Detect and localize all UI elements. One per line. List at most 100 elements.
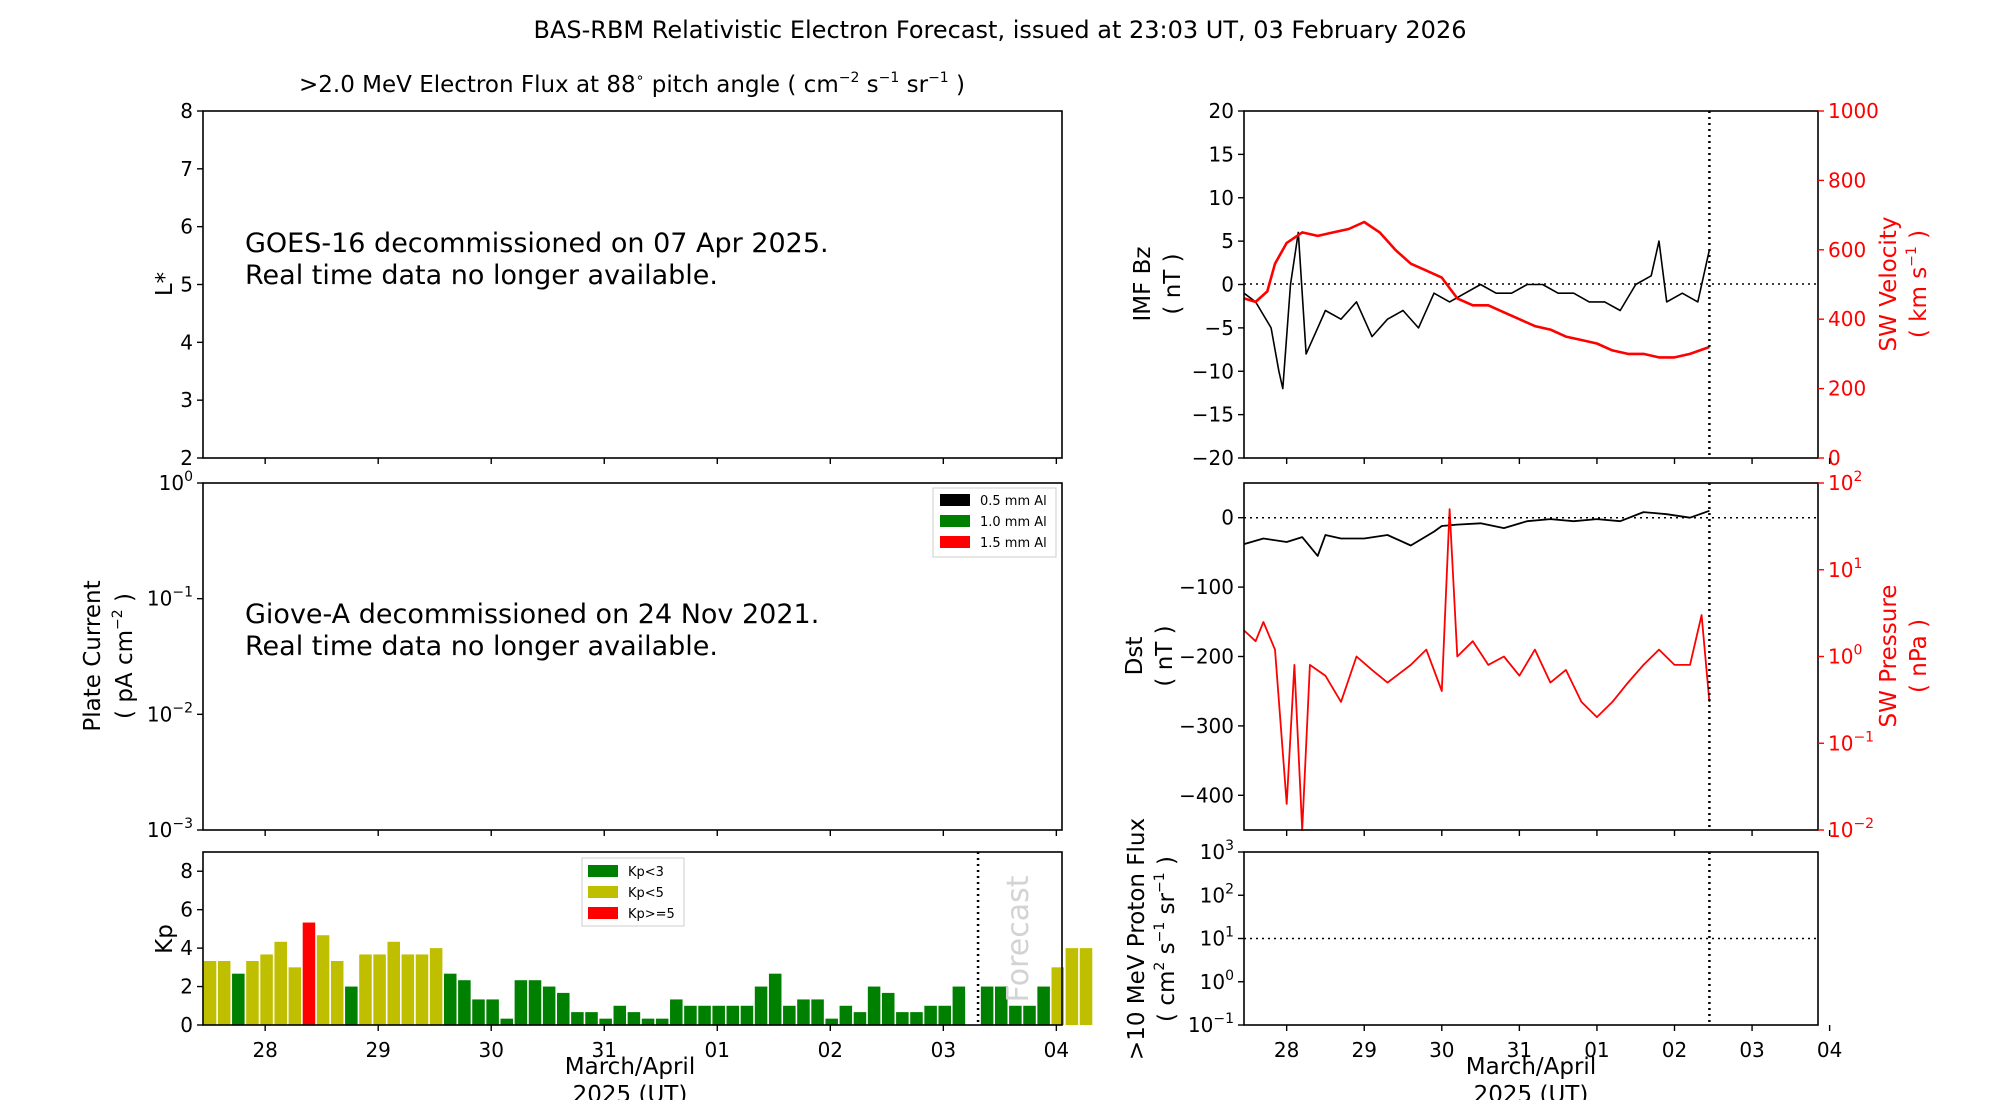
x-tick-label: 03	[1739, 1038, 1764, 1062]
proton-flux-x-ticks: 28 29 30 31 01 02 03 04	[1274, 1025, 1842, 1062]
kp-bar	[613, 1005, 627, 1025]
kp-bar	[839, 1005, 853, 1025]
kp-bar	[232, 973, 245, 1025]
proton-flux-xlabel-line-2: 2025 (UT)	[1474, 1082, 1589, 1100]
kp-bar	[712, 1005, 725, 1025]
kp-bar	[1023, 1005, 1036, 1025]
legend-label-1-0mm: 1.0 mm Al	[980, 515, 1047, 530]
proton-flux-xlabel-line-1: March/April	[1466, 1054, 1596, 1080]
electron-flux-title: >2.0 MeV Electron Flux at 88∘ pitch angl…	[299, 70, 965, 98]
kp-bar	[373, 954, 386, 1025]
kp-bar	[783, 1005, 796, 1025]
y-tick-label: 10−1	[147, 585, 193, 611]
y-tick-label: 10−1	[1188, 1011, 1234, 1037]
y-tick-label: 103	[1200, 838, 1234, 864]
kp-legend-label-low: Kp<3	[628, 865, 664, 880]
electron-flux-panel: >2.0 MeV Electron Flux at 88∘ pitch angl…	[152, 70, 1063, 470]
y-tick-label: −15	[1192, 403, 1234, 427]
legend-swatch-1-0mm	[940, 515, 970, 527]
kp-bar	[274, 941, 287, 1025]
x-tick-label: 30	[1429, 1038, 1454, 1062]
proton-flux-panel: 10−1 100 101 102 103 28 29 30 31 01 02 03 04 >10 Me…	[1124, 818, 1842, 1100]
x-tick-label: 02	[1662, 1038, 1687, 1062]
kp-bar	[246, 960, 259, 1025]
x-tick-label: 03	[931, 1038, 956, 1062]
kp-bar	[627, 1012, 641, 1025]
x-tick-label: 29	[365, 1038, 390, 1062]
kp-bar	[345, 986, 358, 1025]
y-tick-label: 2	[180, 975, 193, 999]
dst-y-ticks-right: 10−2 10−1 100 101 102	[1818, 469, 1874, 842]
dst-series	[1243, 508, 1711, 831]
x-tick-label: 28	[252, 1038, 277, 1062]
y-tick-label: 5	[180, 273, 193, 297]
y-tick-label: −200	[1179, 645, 1234, 669]
imf-y-ticks-right: 0 200 400 600 800 1000	[1818, 99, 1879, 470]
y-tick-label: −300	[1179, 714, 1234, 738]
kp-bar	[896, 1012, 909, 1025]
kp-bar	[458, 980, 471, 1025]
legend-label-0-5mm: 0.5 mm Al	[980, 494, 1047, 509]
kp-bar	[853, 1012, 867, 1025]
y-tick-label: 20	[1209, 99, 1234, 123]
imf-ylabel-line-2: ( nT )	[1160, 253, 1186, 314]
kp-bar	[217, 960, 231, 1025]
imf-x-ticks	[1285, 458, 1831, 464]
y-tick-label: 10−1	[1828, 729, 1874, 755]
imf-y-ticks-left: −20 −15 −10 −5 0 5 10 15 20	[1192, 99, 1244, 470]
kp-bar	[768, 973, 782, 1025]
y-tick-label: 0	[1828, 446, 1841, 470]
kp-bar	[797, 999, 810, 1025]
y-tick-label: 100	[159, 469, 193, 495]
x-tick-label: 04	[1044, 1038, 1069, 1062]
x-tick-label: 02	[818, 1038, 843, 1062]
x-tick-label: 31	[1507, 1038, 1532, 1062]
kp-bar	[486, 999, 499, 1025]
kp-legend-swatch-low	[588, 865, 618, 877]
sw-pressure-line	[1243, 508, 1711, 831]
kp-bar	[472, 999, 485, 1025]
kp-x-ticks: 28 29 30 31 01 02 03 04	[252, 1025, 1069, 1062]
kp-bar	[429, 948, 443, 1025]
electron-flux-ylabel: L*	[152, 272, 178, 296]
plate-current-legend: 0.5 mm Al 1.0 mm Al 1.5 mm Al	[932, 487, 1057, 558]
kp-bar	[514, 980, 528, 1025]
dst-ylabel-line-2: ( nT )	[1152, 625, 1178, 686]
y-tick-label: 400	[1828, 307, 1866, 331]
kp-bar	[952, 986, 966, 1025]
sw-pressure-ylabel-line-2: ( nPa )	[1906, 619, 1932, 693]
kp-bar	[825, 1018, 838, 1025]
kp-bar	[528, 980, 542, 1025]
sw-velocity-ylabel-line-2: ( km s−1 )	[1904, 230, 1932, 338]
imf-ylabel-line-1: IMF Bz	[1130, 246, 1156, 321]
kp-bar	[415, 954, 429, 1025]
x-tick-label: 28	[1274, 1038, 1299, 1062]
kp-bar	[684, 1005, 697, 1025]
kp-bar	[1009, 1005, 1022, 1025]
kp-xlabel-line-1: March/April	[565, 1054, 695, 1080]
y-tick-label: 0	[180, 1013, 193, 1037]
kp-bar	[316, 935, 330, 1025]
kp-bar	[302, 922, 316, 1025]
kp-bar	[740, 1005, 754, 1025]
figure-title: BAS-RBM Relativistic Electron Forecast, …	[534, 16, 1467, 44]
kp-legend-swatch-high	[588, 907, 618, 919]
x-tick-label: 31	[592, 1038, 617, 1062]
y-tick-label: 10−2	[1828, 816, 1874, 842]
kp-bar	[288, 967, 302, 1025]
dst-y-ticks-left: −400 −300 −200 −100 0	[1179, 506, 1244, 807]
kp-bar	[330, 960, 344, 1025]
kp-frame	[202, 851, 1063, 1026]
y-tick-label: 8	[180, 99, 193, 123]
kp-bar	[867, 986, 881, 1025]
x-tick-label: 04	[1817, 1038, 1842, 1062]
y-tick-label: 10−2	[147, 700, 193, 726]
y-tick-label: 6	[180, 215, 193, 239]
y-tick-label: 6	[180, 898, 193, 922]
y-tick-label: 102	[1828, 469, 1862, 495]
y-tick-label: 200	[1828, 377, 1866, 401]
kp-legend: Kp<3 Kp<5 Kp>=5	[581, 857, 685, 927]
kp-ylabel: Kp	[152, 924, 178, 954]
